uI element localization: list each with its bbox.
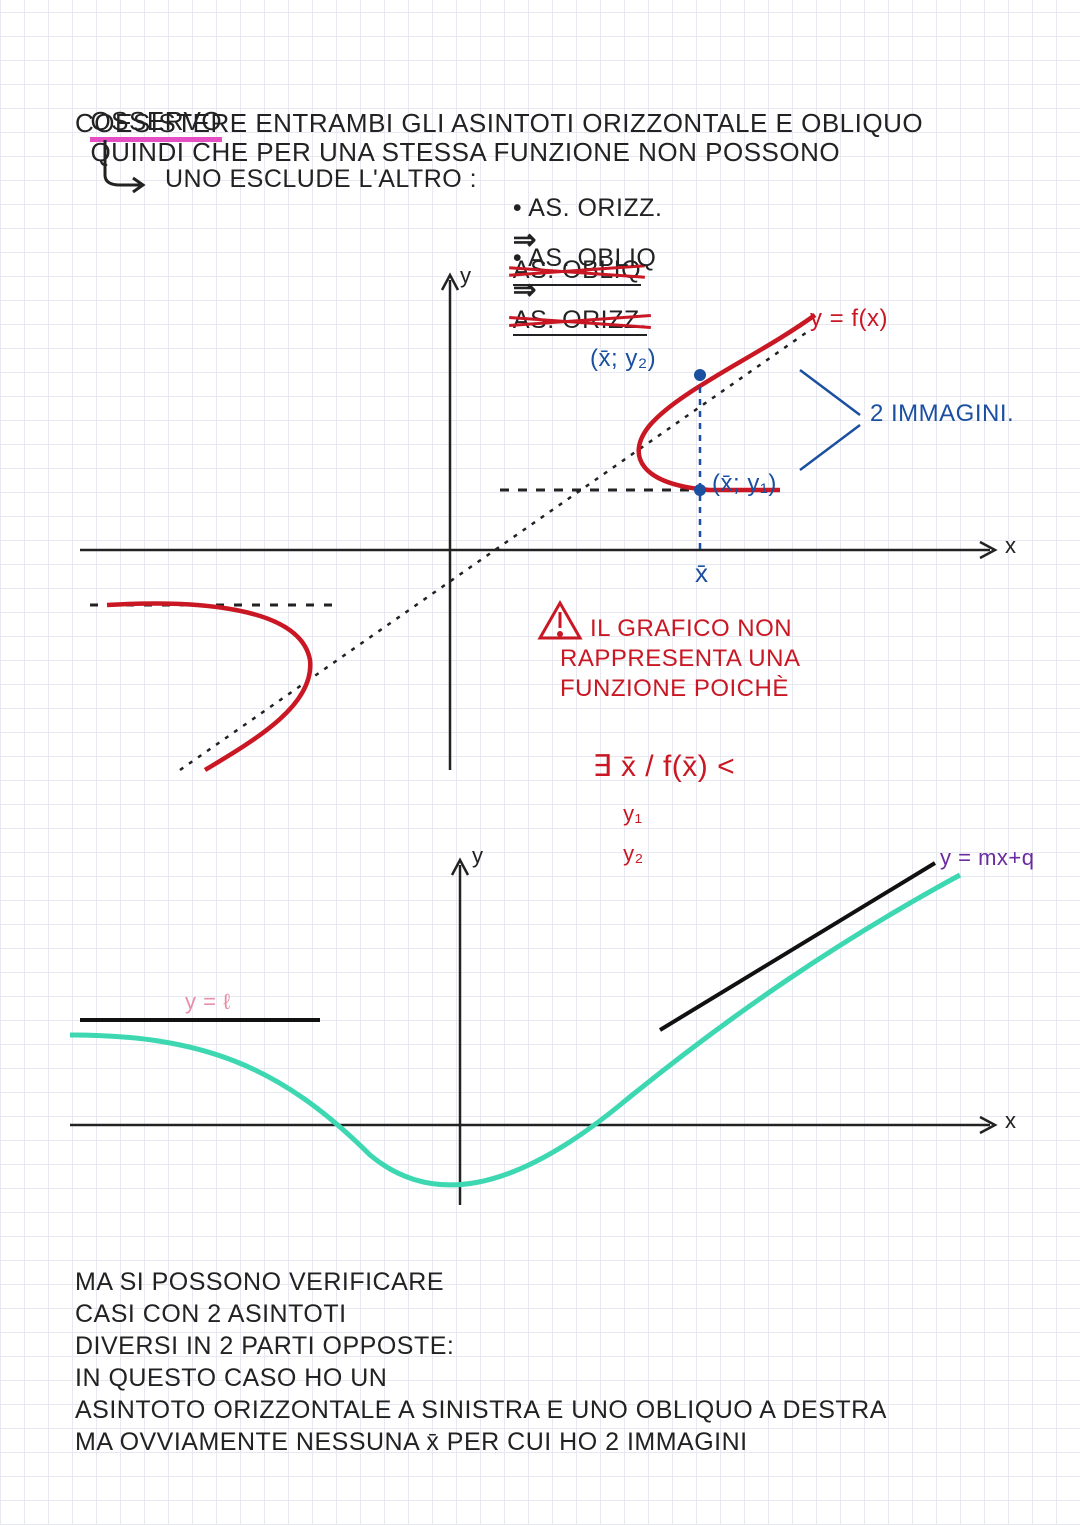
g1-math-y1: y₁ (623, 801, 642, 826)
g1-point-top: (x̄; y₂) (590, 345, 656, 373)
g1-y-label: y (460, 263, 472, 289)
g2-x-label: x (1005, 1108, 1017, 1134)
bottom-l4: IN QUESTO CASO HO UN (75, 1364, 387, 1393)
bottom-l2: CASI CON 2 ASINTOTI (75, 1300, 347, 1329)
g1-x-label: x (1005, 533, 1017, 559)
g1-two-images: 2 IMMAGINI. (870, 400, 1014, 428)
g2-left-asym: y = ℓ (185, 989, 231, 1015)
g1-warn-2: RAPPRESENTA UNA (560, 645, 800, 673)
hook-arrow-icon (95, 140, 155, 200)
bottom-l1: MA SI POSSONO VERIFICARE (75, 1268, 444, 1297)
bottom-l6: MA OVVIAMENTE NESSUNA x̄ PER CUI HO 2 IM… (75, 1428, 748, 1457)
g1-warn-3: FUNZIONE POICHÈ (560, 675, 789, 703)
bottom-l3: DIVERSI IN 2 PARTI OPPOSTE: (75, 1332, 454, 1361)
g1-warn-1: IL GRAFICO NON (590, 615, 792, 643)
g2-right-asym: y = mx+q (940, 845, 1034, 871)
header-line1-rest: QUINDI CHE PER UNA STESSA FUNZIONE NON P… (90, 137, 840, 167)
g1-point-bottom: (x̄; y₁) (712, 470, 777, 498)
bottom-l5: ASINTOTO ORIZZONTALE A SINISTRA E UNO OB… (75, 1396, 887, 1425)
g2-y-label: y (472, 843, 484, 869)
excludes-text: UNO ESCLUDE L'ALTRO : (165, 165, 477, 194)
header-line2: COESISTERE ENTRAMBI GLI ASINTOTI ORIZZON… (75, 108, 923, 139)
graph-1 (60, 260, 1020, 780)
g1-xbar: x̄ (695, 558, 709, 589)
g1-fx-label: y = f(x) (810, 305, 888, 333)
graph-2 (60, 835, 1020, 1255)
